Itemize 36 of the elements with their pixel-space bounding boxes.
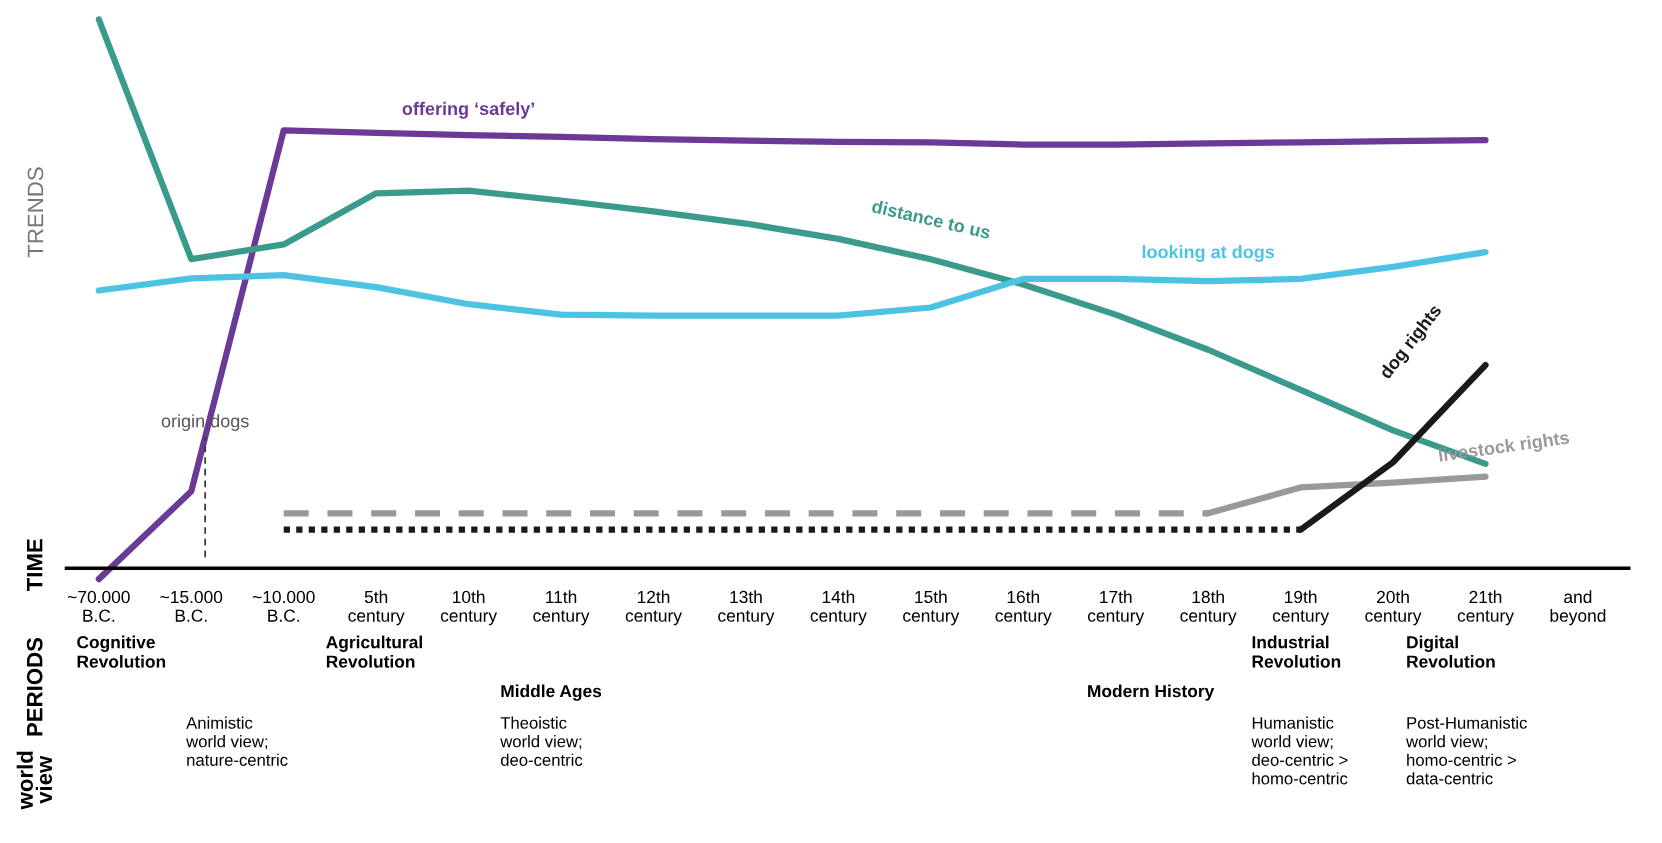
text: PERIODS bbox=[26, 637, 43, 736]
text: Post-Humanistic world view; homo-centric > data-centric bbox=[1406, 716, 1527, 785]
text: Humanistic world view; deo-centric > homo-centric bbox=[1251, 716, 1348, 785]
text: Digital Revolution bbox=[1407, 635, 1495, 668]
y-axis-title: TRENDS bbox=[27, 167, 44, 258]
text: Middle Ages bbox=[501, 684, 602, 701]
x-tick-label: 21th century bbox=[1457, 590, 1514, 626]
text: Agricultural Revolution bbox=[326, 635, 422, 668]
x-tick-label: ~15.000 B.C. bbox=[160, 590, 223, 622]
x-tick-label: ~70.000 B.C. bbox=[68, 590, 130, 622]
text: Modern History bbox=[1088, 684, 1215, 701]
x-tick-label: 16th century bbox=[995, 590, 1052, 626]
x-tick-label: 11th century bbox=[533, 590, 590, 626]
x-tick-label: 15th century bbox=[903, 590, 960, 626]
annotation: origin dogs bbox=[161, 414, 249, 431]
text: Animistic world view; nature-centric bbox=[186, 716, 288, 766]
x-tick-label: 14th century bbox=[810, 590, 867, 626]
x-tick-label: 18th century bbox=[1180, 590, 1237, 626]
x-tick-label: 17th century bbox=[1087, 590, 1145, 626]
x-tick-label: 5th century bbox=[348, 590, 405, 626]
text: Cognitive Revolution bbox=[77, 635, 166, 668]
series-label: offering ‘safely’ bbox=[402, 101, 535, 119]
x-tick-label: 20th century bbox=[1365, 590, 1422, 626]
text: world view bbox=[16, 751, 53, 810]
text: Theoistic world view; deo-centric bbox=[500, 716, 583, 766]
x-tick-label: ~10.000 B.C. bbox=[252, 590, 315, 622]
series-label: looking at dogs bbox=[1142, 245, 1275, 262]
text: TIME bbox=[27, 539, 43, 592]
text: livestock rights bbox=[1438, 430, 1570, 466]
x-tick-label: 19th century bbox=[1272, 590, 1330, 626]
x-tick-label: 12th century bbox=[625, 590, 682, 626]
text: distance to us bbox=[871, 199, 992, 240]
x-tick-label: 10th century bbox=[440, 590, 498, 626]
x-tick-label: and beyond bbox=[1550, 590, 1606, 626]
x-tick-label: 13th century bbox=[718, 590, 775, 626]
text: Industrial Revolution bbox=[1252, 635, 1341, 668]
